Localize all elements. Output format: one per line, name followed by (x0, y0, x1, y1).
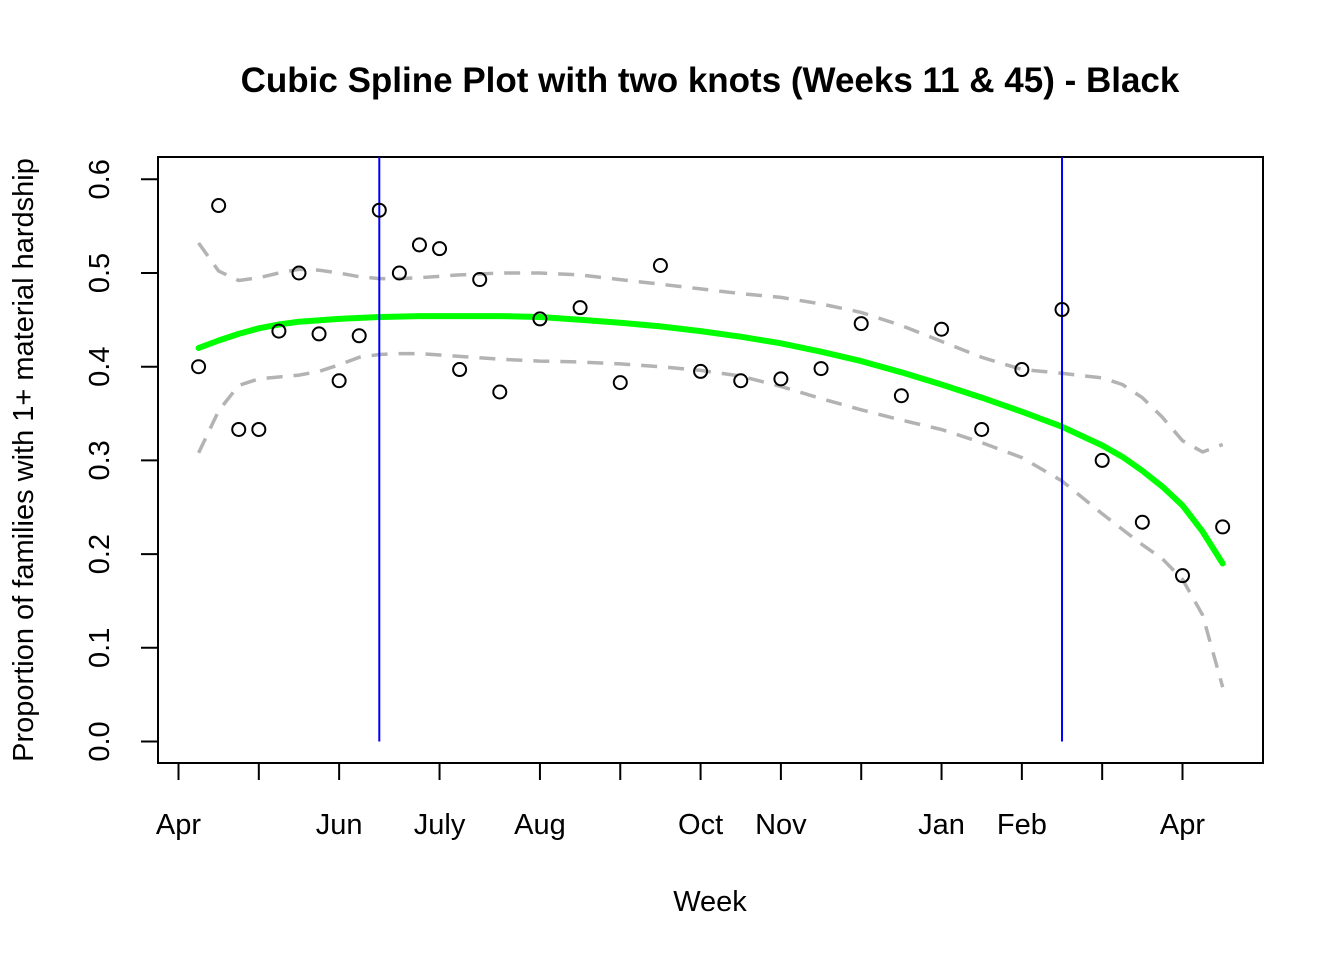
x-tick-label: Apr (1160, 809, 1205, 841)
data-point (271, 323, 287, 339)
data-point (572, 300, 588, 316)
data-point (652, 258, 668, 274)
data-point (1134, 514, 1150, 530)
data-point (331, 373, 347, 389)
data-point (492, 384, 508, 400)
plot-frame (157, 156, 1264, 764)
x-tick-label: Jun (316, 809, 363, 841)
x-axis: Apr Jun July Aug Oct Nov Jan Feb Apr (156, 762, 1205, 841)
data-point (853, 316, 869, 332)
data-point (532, 311, 548, 327)
data-point (693, 363, 709, 379)
x-tick-label: Jan (918, 809, 965, 841)
data-point (391, 265, 407, 281)
chart-title: Cubic Spline Plot with two knots (Weeks … (241, 61, 1180, 100)
spline-fit-line (195, 313, 1226, 567)
y-tick-label: 0.5 (84, 253, 116, 293)
confidence-band-layer (197, 241, 1225, 688)
data-point (351, 328, 367, 344)
knot-lines-layer (378, 157, 1064, 742)
data-point (612, 375, 628, 391)
data-point (191, 359, 207, 375)
data-point (452, 362, 468, 378)
data-points-layer (191, 198, 1231, 584)
data-point (813, 361, 829, 377)
x-tick-label: Aug (514, 809, 566, 841)
x-tick-label: Nov (755, 809, 807, 841)
y-axis: 0.0 0.1 0.2 0.3 0.4 0.5 0.6 (84, 159, 159, 762)
data-point (311, 326, 327, 342)
data-point (291, 265, 307, 281)
y-axis-label: Proportion of families with 1+ material … (8, 158, 40, 762)
data-point (231, 421, 247, 437)
x-tick-label: July (414, 809, 466, 841)
y-tick-label: 0.3 (84, 440, 116, 480)
data-point (1094, 452, 1110, 468)
data-point (211, 198, 227, 214)
y-tick-label: 0.6 (84, 159, 116, 199)
data-point (773, 371, 789, 387)
spline-fit-layer (195, 313, 1226, 567)
data-point (472, 272, 488, 288)
lower-ci-line (197, 351, 1225, 688)
y-tick-label: 0.0 (84, 721, 116, 761)
data-point (1175, 568, 1190, 584)
y-tick-label: 0.4 (84, 347, 116, 387)
data-point (432, 241, 448, 257)
data-point (974, 421, 990, 437)
y-tick-label: 0.2 (84, 534, 116, 574)
data-point (371, 202, 387, 218)
data-point (411, 237, 427, 253)
x-tick-label: Oct (678, 809, 723, 841)
data-point (251, 421, 267, 437)
data-point (733, 373, 749, 389)
x-tick-label: Apr (156, 809, 201, 841)
data-point (934, 321, 950, 337)
y-tick-label: 0.1 (84, 628, 116, 668)
x-tick-label: Feb (997, 809, 1047, 841)
data-point (1215, 519, 1231, 535)
data-point (893, 388, 909, 404)
x-axis-label: Week (673, 886, 747, 918)
data-point (1054, 302, 1070, 318)
upper-ci-line (197, 241, 1224, 454)
data-point (1014, 362, 1030, 378)
